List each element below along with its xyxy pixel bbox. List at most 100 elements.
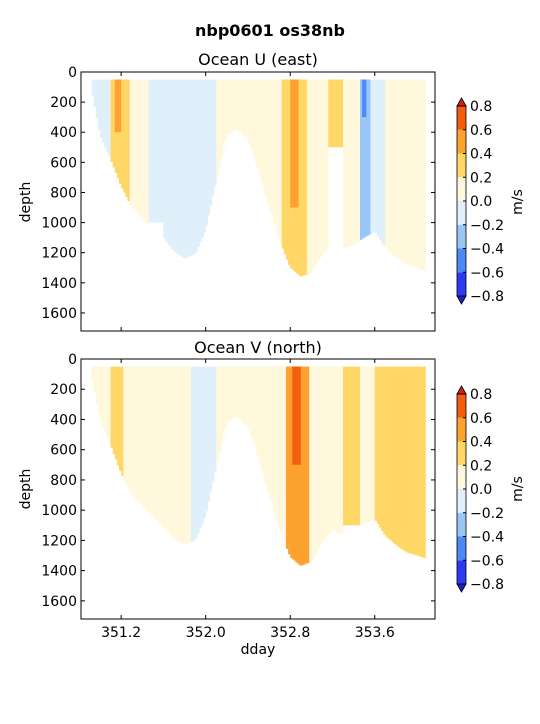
y-tick-label: 200 [50, 382, 77, 398]
velocity-cell [243, 366, 247, 424]
velocity-cell [203, 366, 206, 519]
colorbar-segment [457, 272, 466, 296]
velocity-cell [359, 366, 363, 527]
velocity-cell [359, 79, 363, 240]
velocity-cell [195, 79, 198, 252]
velocity-cell [114, 366, 118, 460]
velocity-cell [368, 366, 371, 522]
velocity-cell [201, 79, 204, 238]
velocity-cell [317, 79, 321, 261]
velocity-cell [140, 79, 143, 218]
y-tick-label: 0 [68, 65, 77, 81]
colorbar-segment [457, 512, 466, 537]
colorbar-tick-label: 0.2 [470, 458, 492, 474]
velocity-cell [381, 366, 384, 531]
velocity-cell [190, 79, 194, 256]
colorbar-segment [457, 536, 466, 561]
velocity-cell [417, 79, 420, 269]
velocity-cell [412, 366, 416, 555]
y-tick-label: 1000 [41, 216, 77, 232]
velocity-cell [414, 366, 418, 556]
velocity-cell [357, 79, 361, 242]
velocity-cell [163, 366, 166, 528]
velocity-cell [252, 79, 255, 156]
velocity-cell [190, 366, 194, 542]
velocity-cell [127, 79, 130, 202]
velocity-cell [224, 366, 228, 427]
velocity-cell [154, 366, 158, 520]
panel-title: Ocean V (north) [194, 338, 322, 357]
y-tick-label: 1400 [41, 564, 77, 580]
plot-frame [80, 71, 436, 332]
velocity-cell [332, 366, 335, 531]
velocity-cell [309, 366, 312, 563]
velocity-cell [319, 79, 323, 258]
velocity-cell [250, 79, 253, 150]
velocity-cell [218, 366, 221, 454]
velocity-cell [305, 366, 308, 564]
velocity-cell [269, 79, 272, 211]
velocity-cell [233, 79, 236, 132]
y-tick-label: 1200 [41, 533, 77, 549]
velocity-cell [146, 366, 149, 512]
velocity-cell [203, 79, 206, 233]
velocity-cell [313, 79, 316, 268]
velocity-cell [419, 366, 422, 557]
y-tick-label: 600 [50, 155, 77, 171]
velocity-cell [180, 366, 183, 544]
velocity-cell [226, 366, 230, 422]
panel-ocean-u: Ocean U (east) depth m/s 0 200 400 600 800 10… [18, 50, 526, 332]
velocity-cell [93, 366, 97, 393]
velocity-cell [167, 366, 171, 533]
velocity-cell [106, 366, 109, 438]
velocity-cell [264, 366, 268, 485]
velocity-cell [212, 79, 215, 196]
velocity-cell [184, 79, 187, 259]
velocity-cell [317, 366, 321, 549]
velocity-cell [347, 79, 350, 247]
velocity-cell [391, 366, 395, 543]
velocity-cell [195, 366, 198, 538]
velocity-cell [378, 79, 382, 240]
velocity-cell [193, 79, 196, 255]
velocity-cell [362, 79, 365, 118]
velocity-cell [245, 366, 249, 426]
x-axis-label: dday [241, 642, 276, 658]
velocity-cell [178, 366, 181, 542]
velocity-cell [169, 366, 173, 536]
velocity-cell [93, 79, 97, 108]
velocity-cell [326, 366, 329, 537]
y-axis-label: depth [18, 182, 34, 223]
velocity-cell [385, 366, 388, 537]
velocity-cell [119, 366, 122, 472]
colorbar-segment [457, 153, 466, 178]
y-tick-label: 0 [68, 352, 77, 368]
velocity-cell [345, 79, 348, 248]
colorbar-tick-label: −0.2 [470, 506, 504, 522]
y-tick-label: 400 [50, 412, 77, 428]
velocity-cell [127, 366, 130, 489]
velocity-cell [233, 366, 236, 419]
velocity-cell [374, 366, 378, 521]
y-tick-label: 800 [50, 473, 77, 489]
velocity-cell [256, 79, 259, 169]
velocity-cell [135, 79, 139, 214]
velocity-cell [108, 366, 111, 443]
colorbar-segment [457, 201, 466, 225]
colorbar: 0.8 0.6 0.4 0.2 0.0 −0.2 −0.4 −0.6 −0.8 [456, 97, 504, 305]
velocity-cell [412, 79, 416, 267]
velocity-cell [220, 366, 223, 445]
velocity-cell [421, 366, 424, 558]
velocity-cell [159, 366, 162, 524]
velocity-cell [283, 79, 287, 255]
colorbar-segment [457, 465, 466, 489]
colorbar-tick-label: −0.6 [470, 553, 504, 569]
velocity-cell [423, 366, 426, 559]
velocity-cell [368, 79, 371, 235]
velocity-cell [116, 79, 120, 133]
velocity-cell [104, 79, 107, 148]
colorbar-tick-label: 0.8 [470, 387, 492, 403]
velocity-cell [419, 79, 422, 269]
velocity-cell [376, 79, 380, 237]
velocity-cell [110, 79, 113, 163]
